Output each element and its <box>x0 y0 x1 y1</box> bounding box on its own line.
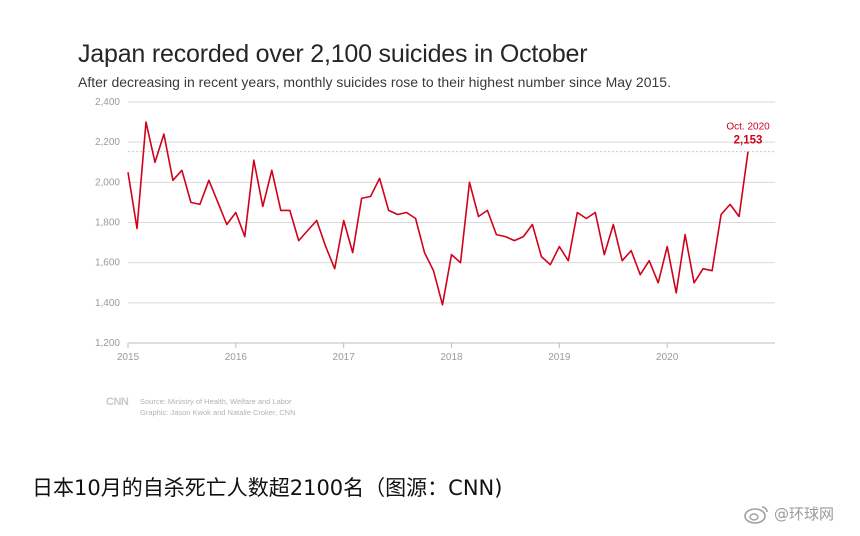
source-note: Source: Ministry of Health, Welfare and … <box>140 396 295 418</box>
series-line <box>127 121 749 306</box>
y-tick-label: 2,400 <box>95 97 120 108</box>
chart-subtitle: After decreasing in recent years, monthl… <box>78 74 671 90</box>
watermark-text: @环球网 <box>773 505 834 523</box>
y-tick-label: 1,600 <box>95 258 120 269</box>
line-chart: 1,200 1,400 1,600 1,800 2,000 2,200 2,400 2015 2… <box>95 97 775 363</box>
chart-title: Japan recorded over 2,100 suicides in Oc… <box>78 40 588 68</box>
chart-card: 1,200 1,400 1,600 1,800 2,000 2,200 2,400 2015 2… <box>30 10 800 430</box>
y-tick-label: 1,200 <box>95 338 120 349</box>
cnn-logo: CNN <box>106 396 129 408</box>
annotation-value-label: 2,153 <box>734 135 763 147</box>
weibo-watermark: @环球网 <box>744 503 834 524</box>
x-tick-label: 2015 <box>117 352 140 363</box>
source-line: Source: Ministry of Health, Welfare and … <box>140 397 292 406</box>
x-tick-label: 2018 <box>440 352 463 363</box>
y-tick-label: 1,400 <box>95 298 120 309</box>
weibo-icon <box>744 505 768 524</box>
x-tick-label: 2017 <box>333 352 356 363</box>
x-tick-label: 2020 <box>656 352 679 363</box>
image-caption: 日本10月的自杀死亡人数超2100名（图源：CNN) <box>32 476 503 500</box>
x-tick-label: 2019 <box>548 352 571 363</box>
y-tick-label: 1,800 <box>95 218 120 229</box>
graphic-credit-line: Graphic: Jason Kwok and Natalie Croker, … <box>140 408 296 417</box>
y-tick-label: 2,000 <box>95 177 120 188</box>
annotation-date-label: Oct. 2020 <box>726 122 770 133</box>
y-tick-label: 2,200 <box>95 137 120 148</box>
x-tick-label: 2016 <box>225 352 248 363</box>
